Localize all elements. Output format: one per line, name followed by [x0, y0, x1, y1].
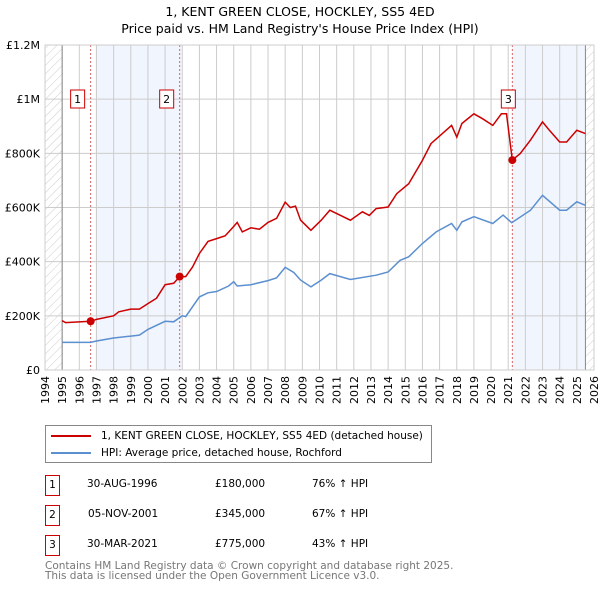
sale-label: 3	[505, 93, 512, 106]
footer-copyright: Contains HM Land Registry data © Crown c…	[45, 560, 454, 572]
chart-title: 1, KENT GREEN CLOSE, HOCKLEY, SS5 4ED	[165, 4, 435, 19]
sale-date: 05-NOV-2001	[88, 508, 159, 520]
y-tick-label: £0	[26, 364, 40, 377]
x-tick-label: 2021	[502, 376, 515, 404]
sale-date: 30-AUG-1996	[87, 478, 158, 490]
x-tick-label: 2008	[279, 376, 292, 404]
x-tick-label: 2013	[365, 376, 378, 404]
x-tick-label: 2007	[262, 376, 275, 404]
sale-row: 1 30-AUG-1996 £180,000 76% ↑ HPI	[45, 475, 465, 496]
legend-item-hpi: HPI: Average price, detached house, Roch…	[46, 445, 342, 461]
x-tick-label: 2011	[331, 376, 344, 404]
plot-frame	[44, 44, 595, 371]
x-tick-label: 2018	[451, 376, 464, 404]
x-tick-label: 2005	[228, 376, 241, 404]
x-tick-label: 1994	[39, 376, 52, 404]
x-tick-label: 2023	[537, 376, 550, 404]
sale-label-box	[70, 89, 86, 109]
x-tick-label: 2019	[468, 376, 481, 404]
footer: Contains HM Land Registry data © Crown c…	[45, 560, 454, 582]
x-tick-label: 2025	[571, 376, 584, 404]
y-tick-label: £400K	[5, 256, 41, 269]
legend-swatch-hpi	[51, 452, 91, 454]
sale-point	[175, 272, 184, 281]
x-tick-label: 2014	[382, 376, 395, 404]
legend-label-property: 1, KENT GREEN CLOSE, HOCKLEY, SS5 4ED (d…	[101, 430, 423, 442]
sale-hpi: 76% ↑ HPI	[312, 478, 369, 490]
x-tick-label: 2003	[193, 376, 206, 404]
sale-row: 3 30-MAR-2021 £775,000 43% ↑ HPI	[45, 535, 465, 556]
x-tick-label: 2022	[519, 376, 532, 404]
x-tick-label: 1995	[56, 376, 69, 404]
sale-label: 2	[163, 93, 170, 106]
x-tick-label: 2020	[485, 376, 498, 404]
x-tick-label: 1998	[108, 376, 121, 404]
chart-subtitle: Price paid vs. HM Land Registry's House …	[121, 21, 479, 36]
sale-price: £775,000	[215, 538, 266, 550]
x-tick-label: 2012	[348, 376, 361, 404]
y-tick-label: £600K	[5, 202, 41, 215]
sale-label-box	[500, 89, 516, 109]
sale-point	[86, 317, 95, 326]
y-tick-label: £1M	[17, 93, 41, 106]
x-tick-label: 2010	[314, 376, 327, 404]
x-tick-label: 2001	[159, 376, 172, 404]
x-tick-label: 2017	[434, 376, 447, 404]
x-tick-label: 2002	[176, 376, 189, 404]
x-tick-label: 1999	[125, 376, 138, 404]
sale-badge: 1	[45, 475, 60, 496]
sale-label: 1	[74, 93, 81, 106]
price-chart: 1994 1995 1996 1997 1998 1999 2000 2001 2002 2003…	[5, 39, 600, 404]
x-tick-label: 2024	[554, 376, 567, 404]
x-tick-label: 2026	[588, 376, 600, 404]
sale-label-box	[159, 89, 175, 109]
sale-badge: 3	[45, 535, 60, 556]
legend-label-hpi: HPI: Average price, detached house, Roch…	[101, 447, 342, 459]
property-series-line	[61, 112, 586, 324]
sale-badge: 2	[45, 505, 60, 526]
x-tick-label: 2016	[416, 376, 429, 404]
footer-licence: This data is licensed under the Open Gov…	[45, 570, 380, 582]
x-tick-label: 2006	[245, 376, 258, 404]
legend-item-property: 1, KENT GREEN CLOSE, HOCKLEY, SS5 4ED (d…	[46, 428, 423, 444]
sale-point	[508, 156, 517, 165]
sale-price: £345,000	[215, 508, 266, 520]
x-tick-label: 1997	[90, 376, 103, 404]
y-tick-label: £200K	[5, 310, 41, 323]
sale-date: 30-MAR-2021	[87, 538, 158, 550]
x-tick-label: 2000	[142, 376, 155, 404]
x-tick-label: 2015	[399, 376, 412, 404]
x-tick-label: 2004	[211, 376, 224, 404]
y-tick-label: £800K	[5, 147, 41, 160]
legend: 1, KENT GREEN CLOSE, HOCKLEY, SS5 4ED (d…	[45, 425, 432, 463]
legend-swatch-property	[51, 435, 91, 437]
sale-row: 2 05-NOV-2001 £345,000 67% ↑ HPI	[45, 505, 465, 526]
hpi-series-line	[62, 194, 586, 344]
x-tick-label: 1996	[73, 376, 86, 404]
sale-hpi: 67% ↑ HPI	[312, 508, 369, 520]
sale-hpi: 43% ↑ HPI	[312, 538, 369, 550]
sale-price: £180,000	[215, 478, 266, 490]
x-tick-label: 2009	[296, 376, 309, 404]
y-tick-label: £1.2M	[6, 39, 40, 52]
